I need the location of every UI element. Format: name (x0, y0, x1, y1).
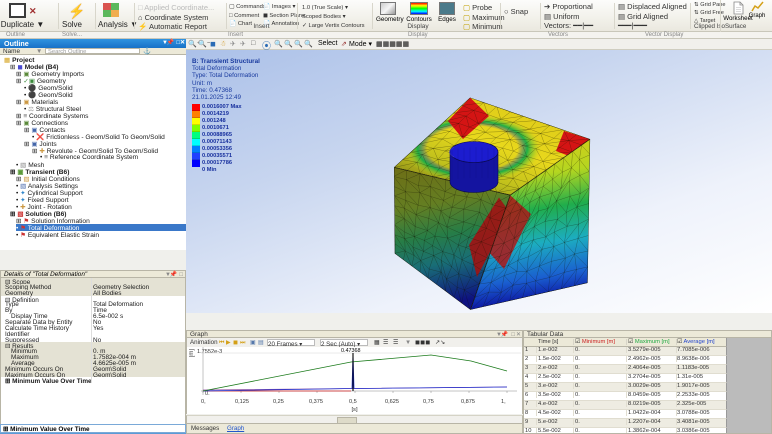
svg-text:0.47368: 0.47368 (341, 348, 361, 354)
